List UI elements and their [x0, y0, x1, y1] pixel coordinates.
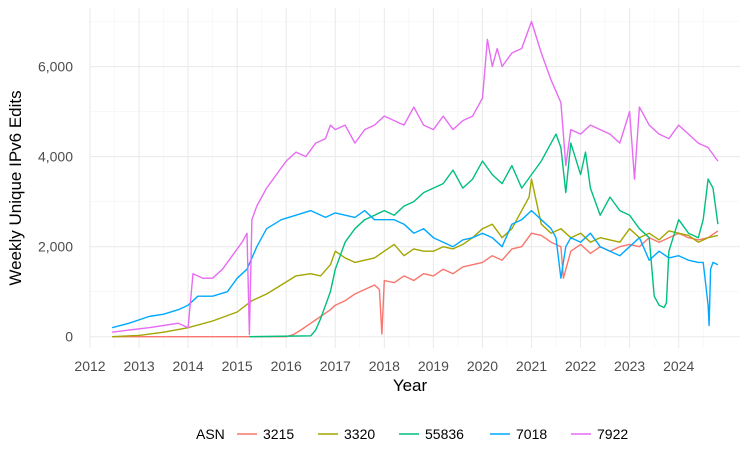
x-tick-label: 2022	[565, 358, 596, 374]
x-tick-label: 2013	[123, 358, 154, 374]
x-axis-title: Year	[393, 376, 428, 395]
y-tick-label: 2,000	[38, 239, 73, 255]
x-tick-label: 2023	[614, 358, 645, 374]
legend-label-7922: 7922	[597, 426, 628, 442]
x-tick-label: 2016	[271, 358, 302, 374]
x-tick-label: 2018	[369, 358, 400, 374]
y-tick-label: 0	[65, 329, 73, 345]
x-tick-label: 2020	[467, 358, 498, 374]
series-line-55836	[249, 133, 719, 338]
y-axis-title: Weekly Unique IPv6 Edits	[6, 90, 25, 285]
x-tick-label: 2017	[320, 358, 351, 374]
legend-label-7018: 7018	[516, 426, 547, 442]
legend-label-55836: 55836	[425, 426, 464, 442]
series-layer	[111, 20, 719, 338]
x-tick-label: 2012	[74, 358, 105, 374]
x-axis-ticks: 2012 2013 2014 2015 2016 2017 2018 2019 2020 2021…	[74, 358, 694, 374]
x-tick-label: 2021	[516, 358, 547, 374]
x-tick-label: 2024	[663, 358, 694, 374]
legend-label-3320: 3320	[344, 426, 375, 442]
series-line-3320	[112, 178, 719, 338]
x-tick-label: 2014	[173, 358, 204, 374]
y-tick-label: 6,000	[38, 59, 73, 75]
y-tick-label: 4,000	[38, 149, 73, 165]
series-line-7922	[112, 20, 719, 336]
series-line-3215	[112, 230, 719, 338]
series-line-7018	[111, 209, 719, 329]
y-axis-ticks: 0 2,000 4,000 6,000	[38, 59, 73, 345]
x-tick-label: 2019	[418, 358, 449, 374]
x-tick-label: 2015	[222, 358, 253, 374]
legend-title: ASN	[196, 426, 225, 442]
legend: ASN 3215 3320 55836 7018 7922	[196, 426, 628, 442]
legend-label-3215: 3215	[263, 426, 294, 442]
